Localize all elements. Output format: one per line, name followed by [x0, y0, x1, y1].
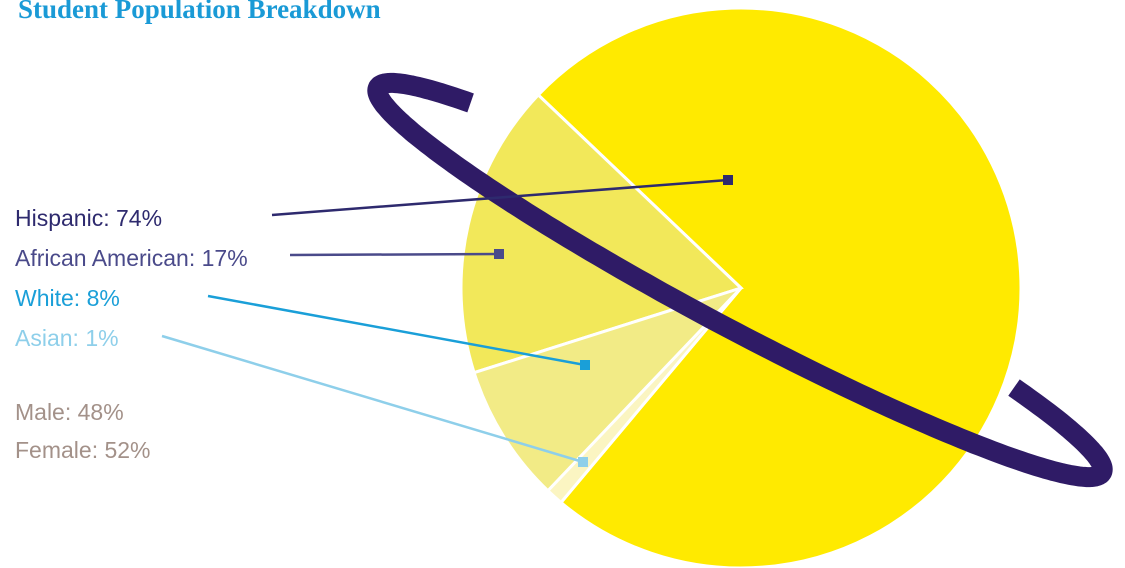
chart-title: Student Population Breakdown	[18, 0, 381, 24]
leader-marker	[580, 360, 590, 370]
pie-slice	[545, 286, 743, 505]
gender-label: Female: 52%	[15, 437, 151, 463]
orbit-ring	[367, 72, 1113, 488]
leader-marker	[578, 457, 588, 467]
leader-marker	[723, 175, 733, 185]
pie-slice	[472, 286, 743, 493]
slice-label: Asian: 1%	[15, 325, 119, 351]
leader-marker	[494, 249, 504, 259]
slice-label: Hispanic: 74%	[15, 205, 162, 231]
slice-label: African American: 17%	[15, 245, 248, 271]
gender-label: Male: 48%	[15, 399, 124, 425]
leader-line	[271, 178, 729, 217]
leader-line	[161, 334, 584, 464]
leader-line	[207, 294, 586, 367]
leader-line	[289, 252, 500, 257]
slice-label: White: 8%	[15, 285, 120, 311]
